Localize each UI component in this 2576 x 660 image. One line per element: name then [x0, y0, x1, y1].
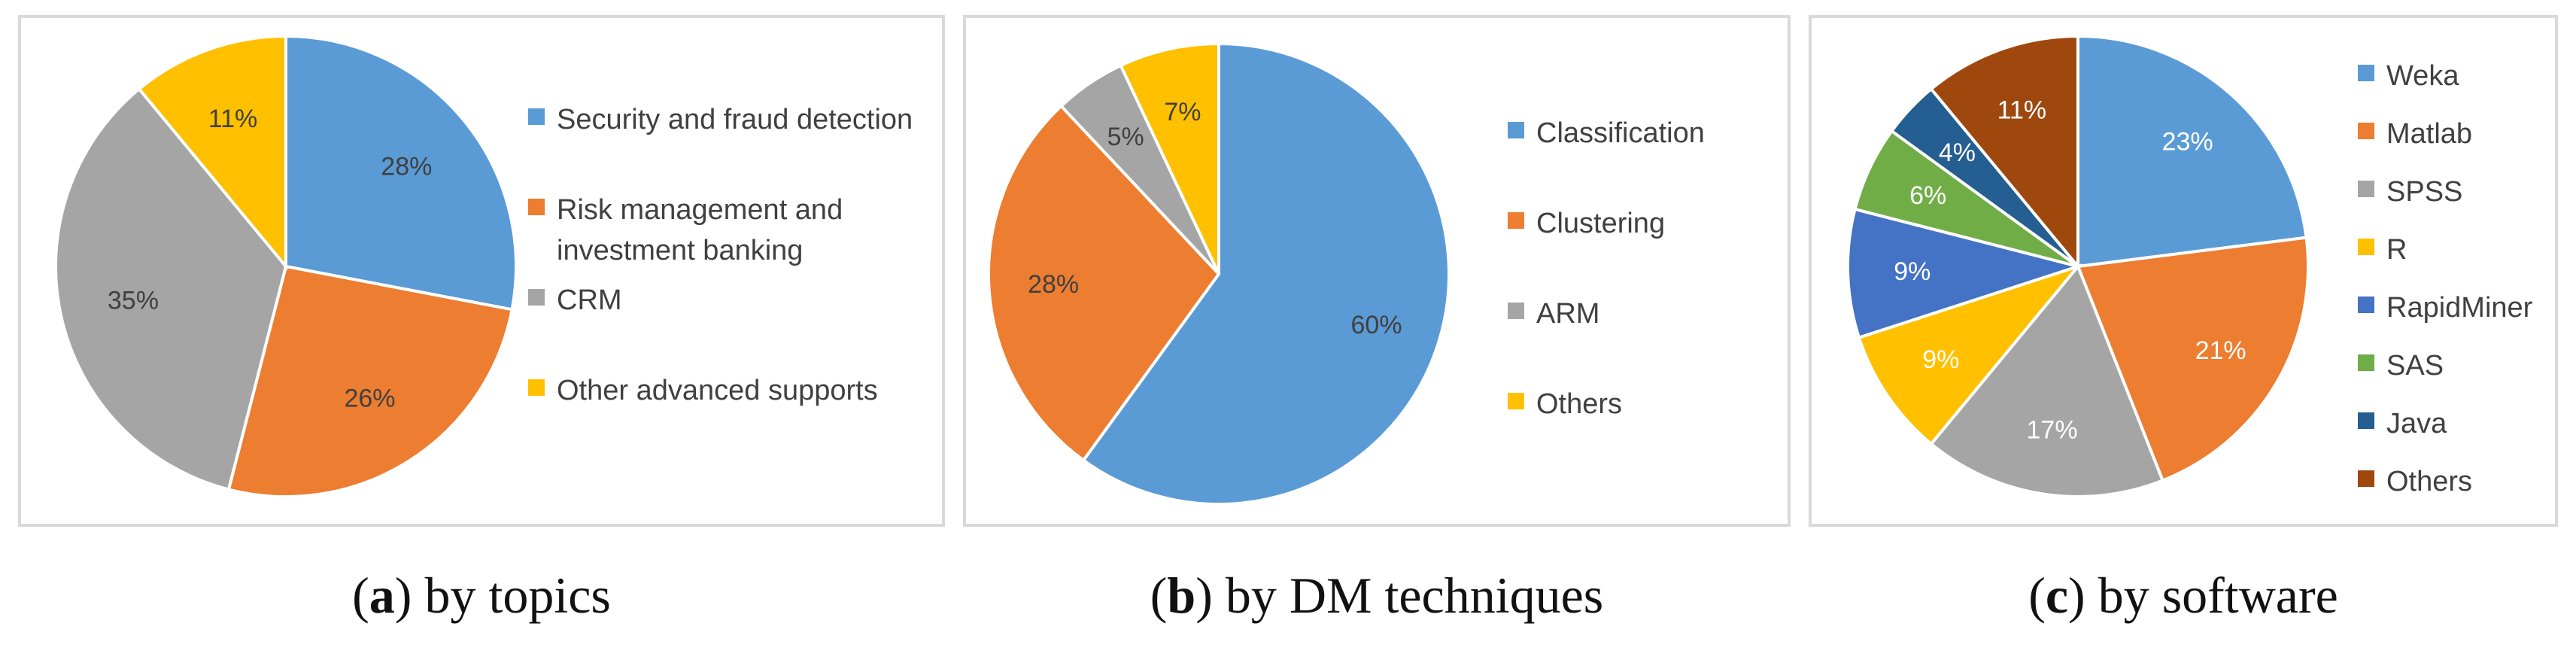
legend-swatch [528, 199, 545, 215]
legend-swatch [2358, 412, 2374, 429]
pie-slice-other-advanced-supports [137, 34, 287, 271]
legend-item-others: Others [1508, 384, 1622, 424]
legend-item-classification: Classification [1508, 113, 1705, 154]
pie-slice-classification [1081, 41, 1451, 506]
legend-item-risk-management-and-investment-banking: Risk management and investment banking [528, 190, 843, 271]
pie-chart-topics: 28% 26% 35% 11% [54, 34, 518, 498]
legend-label: ARM [1536, 298, 1600, 330]
chart-panel-techniques: 60% 28% 5% 7% Classification Clustering ARM Ot… [963, 15, 1791, 527]
legend-item-matlab: Matlab [2358, 114, 2472, 154]
pie-slice-security-and-fraud-detection [284, 34, 518, 312]
slice-data-label: 7% [1164, 98, 1201, 126]
legend-label: Clustering [1536, 208, 1666, 239]
legend-item-arm: ARM [1508, 294, 1599, 334]
pie-slice-clustering [987, 104, 1221, 463]
slice-data-label: 11% [1997, 96, 2047, 125]
legend-label: Other advanced supports [557, 375, 878, 406]
legend-swatch [2358, 181, 2374, 197]
legend-label: SAS [2386, 350, 2444, 382]
pie-slice-others [1119, 41, 1220, 275]
legend-item-weka: Weka [2358, 56, 2459, 96]
legend-item-sas: SAS [2358, 345, 2444, 386]
legend-swatch [2358, 65, 2374, 81]
legend-item-clustering: Clustering [1508, 203, 1665, 244]
pie-slice-spss [1929, 263, 2165, 498]
legend-item-rapidminer: RapidMiner [2358, 287, 2532, 328]
legend-swatch [2358, 239, 2374, 255]
caption-letter: a [369, 567, 395, 624]
legend-item-r: R [2358, 230, 2407, 270]
caption-text: by software [2098, 567, 2338, 624]
legend-item-crm: CRM [528, 280, 622, 321]
caption-letter: b [1167, 567, 1196, 624]
legend-item-others: Others [2358, 461, 2472, 502]
legend-swatch [528, 108, 545, 125]
legend-label: SPSS [2386, 176, 2463, 208]
legend-label: Weka [2386, 60, 2459, 92]
legend-label: Security and fraud detection [557, 104, 913, 135]
caption-text: by topics [424, 567, 611, 624]
legend-label: Matlab [2386, 118, 2473, 150]
pie-slice-weka [2076, 34, 2308, 269]
chart-panel-topics: 28% 26% 35% 11% Security and fraud detectio… [18, 15, 945, 527]
slice-data-label: 35% [108, 286, 159, 315]
slice-data-label: 11% [208, 105, 258, 133]
caption-letter: c [2045, 567, 2069, 624]
legend-swatch [2358, 123, 2374, 139]
slice-data-label: 17% [2027, 416, 2078, 445]
legend-label: Risk management and investment banking [557, 194, 843, 266]
legend-label: Others [2386, 466, 2473, 497]
legend-label: Classification [1536, 117, 1705, 149]
legend-swatch [2358, 297, 2374, 313]
legend-item-other-advanced-supports: Other advanced supports [528, 370, 878, 411]
slice-data-label: 28% [1028, 270, 1079, 299]
legend-swatch [1508, 303, 1524, 319]
legend-item-java: Java [2358, 403, 2447, 444]
slice-data-label: 4% [1939, 138, 1976, 167]
legend-swatch [1508, 212, 1524, 229]
pie-chart-software: 23% 21% 17% 9% 9% 6% 4% 11% [1846, 34, 2310, 498]
slice-data-label: 6% [1909, 181, 1946, 210]
slice-data-label: 5% [1107, 123, 1144, 151]
pie-slice-crm [54, 87, 288, 491]
slice-data-label: 60% [1351, 311, 1402, 339]
legend-label: Java [2386, 408, 2447, 439]
legend-swatch [528, 379, 545, 396]
slice-data-label: 28% [381, 152, 432, 181]
slice-data-label: 21% [2195, 336, 2246, 365]
caption-software: (c) by software [2028, 567, 2338, 624]
pie-slice-rapidminer [1846, 207, 2084, 340]
pie-slice-others [1929, 34, 2079, 271]
slice-data-label: 9% [1894, 257, 1930, 286]
pie-slice-risk-management-and-investment-banking [226, 264, 514, 498]
caption-techniques: (b) by DM techniques [1150, 567, 1604, 624]
caption-topics: (a) by topics [352, 567, 611, 624]
legend-swatch [1508, 122, 1524, 138]
caption-text: by DM techniques [1225, 567, 1604, 624]
legend-swatch [1508, 393, 1524, 409]
legend-item-security-and-fraud-detection: Security and fraud detection [528, 99, 913, 140]
pie-slice-r [1857, 263, 2082, 446]
slice-data-label: 26% [344, 385, 395, 413]
legend-swatch [528, 289, 545, 306]
slice-data-label: 23% [2162, 128, 2213, 157]
pie-chart-techniques: 60% 28% 5% 7% [987, 41, 1451, 506]
legend-item-spss: SPSS [2358, 172, 2462, 212]
legend-label: RapidMiner [2386, 292, 2533, 324]
legend-swatch [2358, 354, 2374, 371]
pie-slice-matlab [2076, 236, 2310, 483]
slice-data-label: 9% [1922, 345, 1959, 374]
chart-panel-software: 23% 21% 17% 9% 9% 6% 4% 11% Weka Matlab SPSS R Rapi… [1809, 15, 2558, 527]
legend-label: R [2386, 234, 2407, 266]
legend-label: Others [1536, 388, 1623, 420]
legend-label: CRM [557, 284, 622, 316]
legend-swatch [2358, 470, 2374, 487]
